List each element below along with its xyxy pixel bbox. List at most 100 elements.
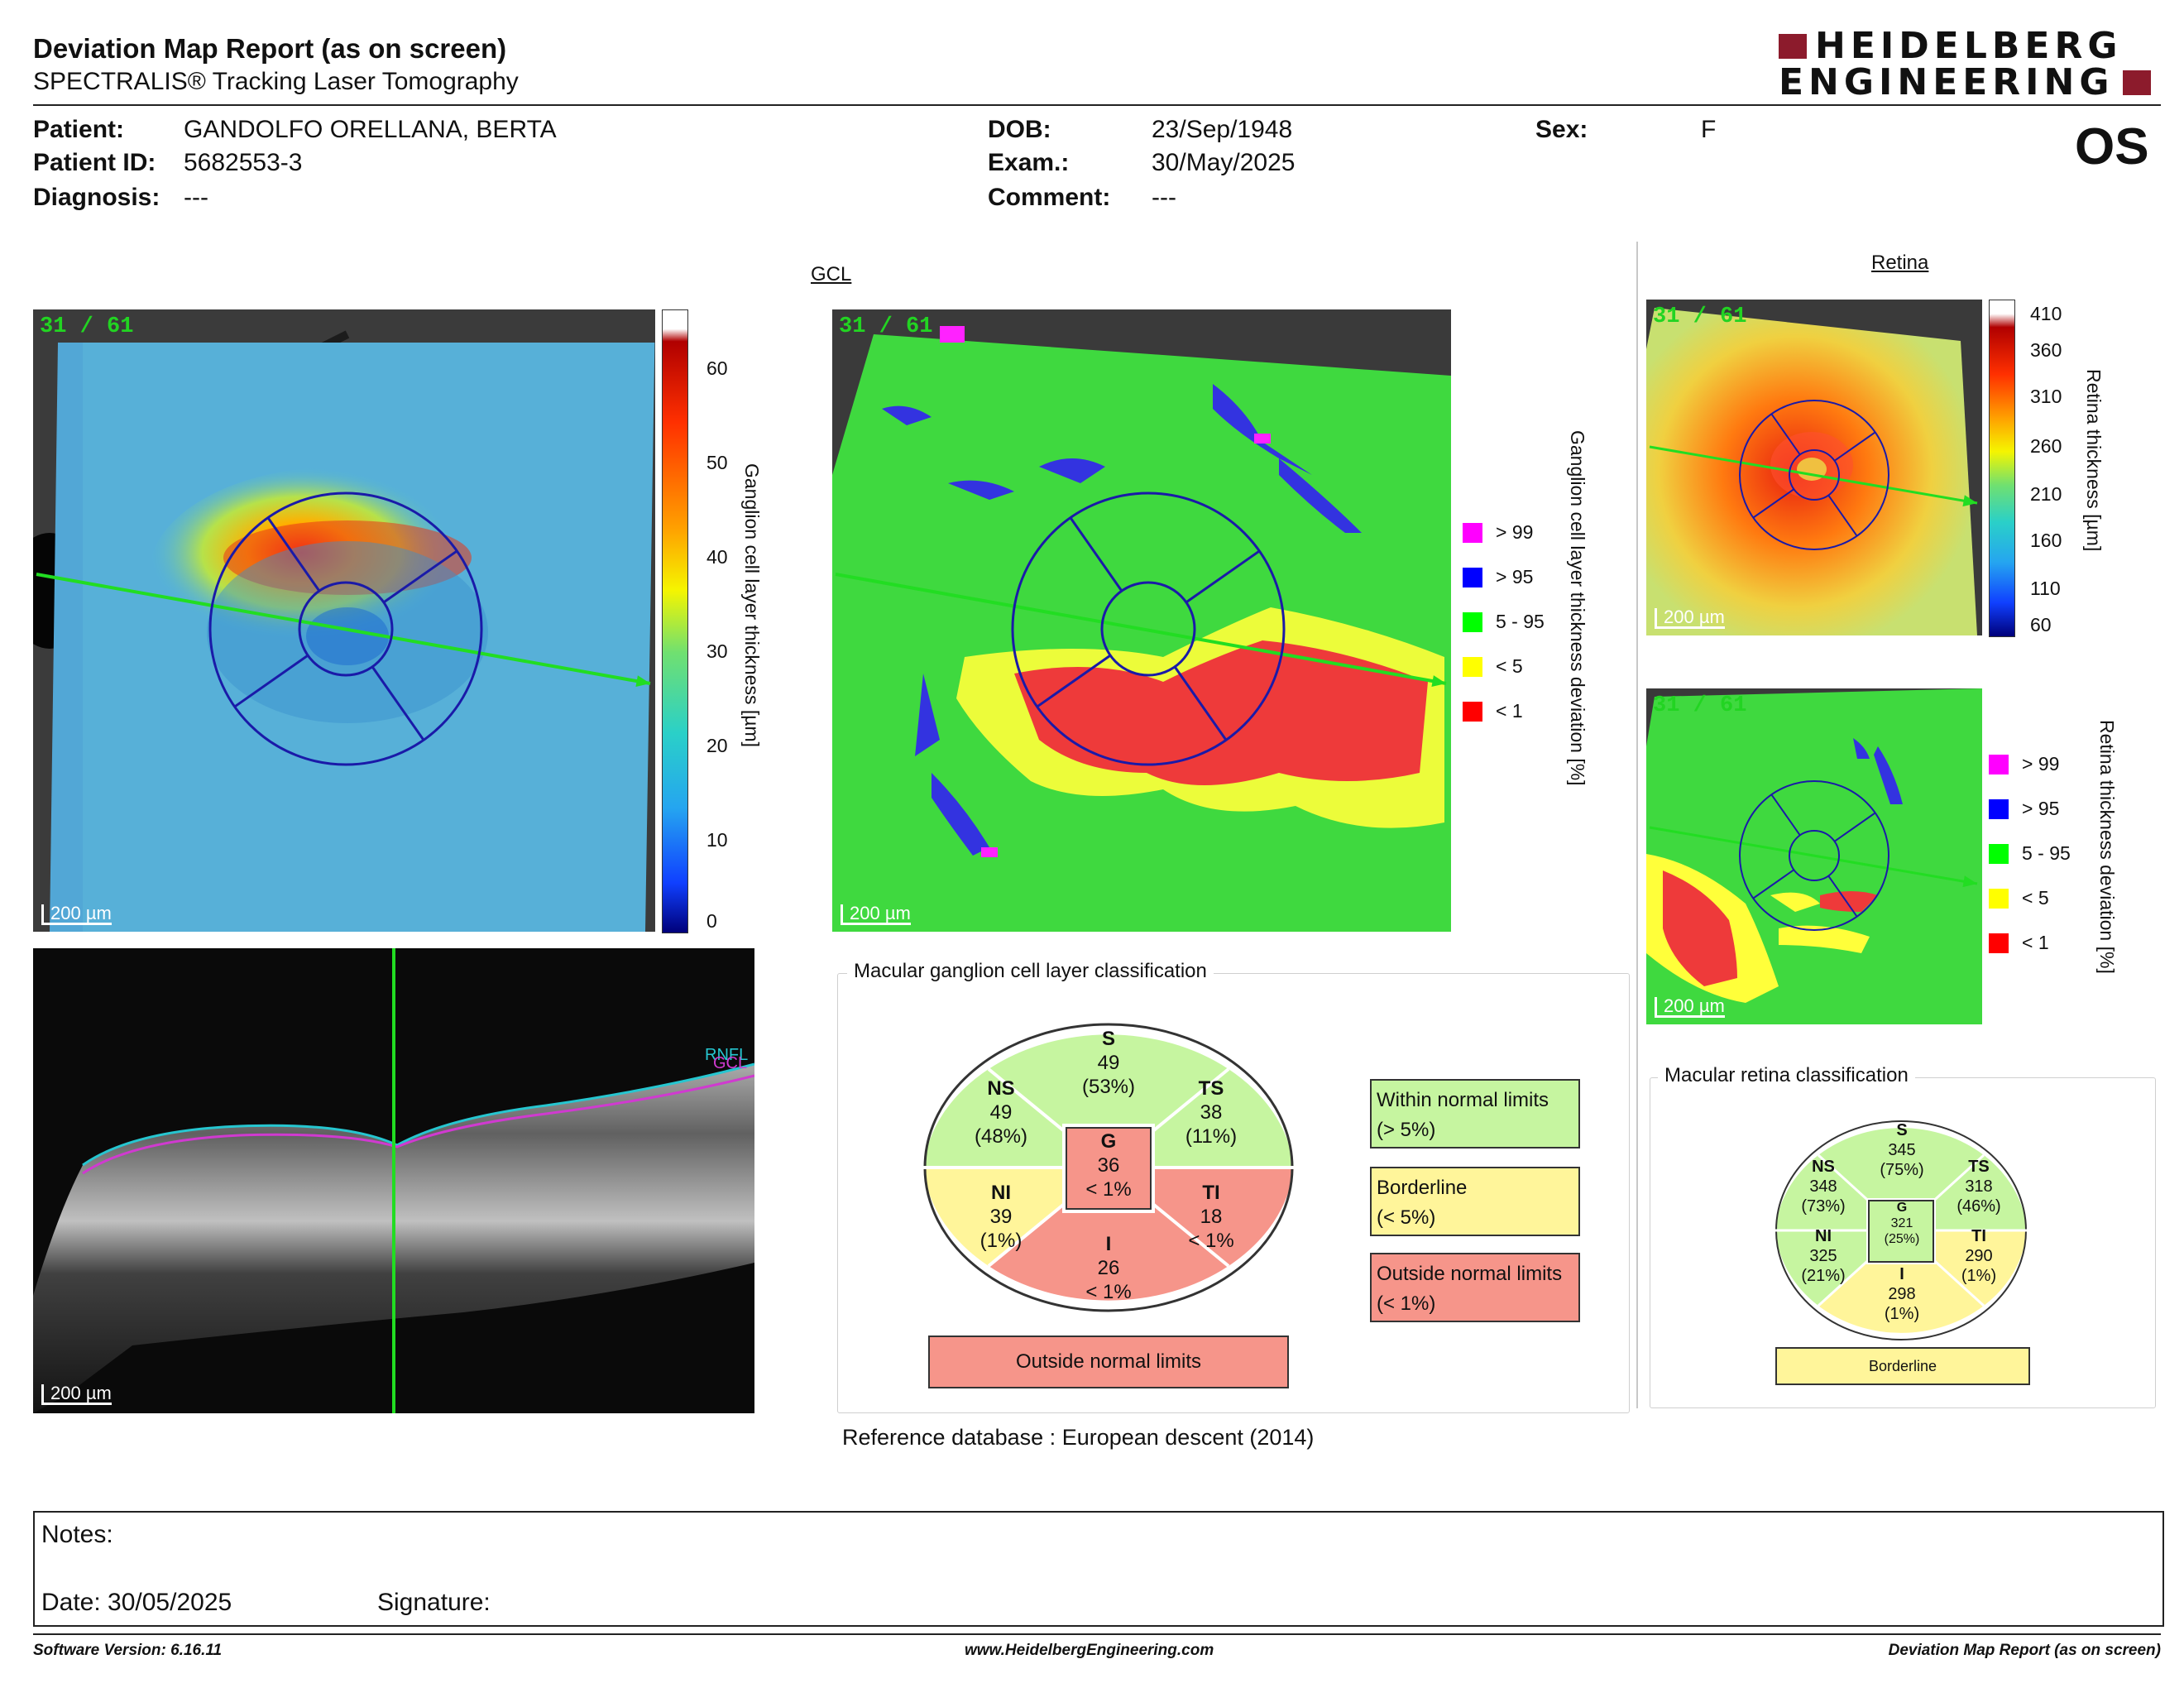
gcl-sector-g: G 36 < 1% [1067,1130,1150,1201]
footer-software-version: Software Version: 6.16.11 [33,1642,223,1659]
retina-sector-ns-name: NS [1812,1158,1835,1176]
retina-sector-ns-value: 348 [1809,1177,1837,1196]
bscan-rnfl-label: RNFL [705,1046,749,1064]
legend-borderline-range: (< 5%) [1377,1206,1436,1229]
header-divider [33,104,2161,106]
gcl-thickness-map: 31 / 61 200 µm [33,309,655,932]
bscan-gcl-label: GCL [713,1054,748,1072]
gcl-deviation-scale-bar: 200 µm [841,904,911,925]
gcl-thickness-axis-label: Ganglion cell layer thickness [µm] [741,463,763,748]
brand-square-icon [1779,34,1807,59]
patient-name-label: Patient: [33,116,125,143]
retina-sector-ti: TI 290 (1%) [1946,1226,2012,1286]
dob-value: 23/Sep/1948 [1152,116,1293,143]
legend-swatch-magenta [1989,754,2009,774]
retina-thickness-colorbar [1989,300,2015,637]
gcl-sector-i-pct: < 1% [1085,1280,1132,1303]
retina-sector-ts-value: 318 [1965,1177,1993,1196]
retina-sector-i-name: I [1899,1265,1904,1283]
retina-legend-label: < 1 [2022,932,2049,953]
gcl-scale-bar: 200 µm [41,904,112,925]
patient-name: GANDOLFO ORELLANA, BERTA [184,116,557,143]
gcl-sector-i: I 26 < 1% [1067,1233,1150,1304]
section-divider [1636,242,1638,1408]
brand-line-2: ENGINEERING [1779,61,2115,103]
retina-sector-ti-value: 290 [1965,1247,1993,1265]
retina-sector-ti-name: TI [1971,1227,1986,1245]
exam-label: Exam.: [988,149,1070,176]
retina-sector-i-pct: (1%) [1884,1305,1920,1323]
retina-sector-g-name: G [1896,1201,1908,1215]
diagnosis-value: --- [184,184,208,211]
retina-legend-item: 5 - 95 [1989,842,2071,865]
legend-within-normal-range: (> 5%) [1377,1119,1436,1141]
retina-legend-label: < 5 [2022,887,2049,909]
legend-outside-normal-label: Outside normal limits [1377,1263,1563,1285]
retina-colorbar-tick: 60 [2030,614,2052,635]
gcl-colorbar-tick: 30 [706,640,728,662]
gcl-sector-g-pct: < 1% [1085,1177,1132,1201]
gcl-legend-label: < 5 [1496,655,1523,677]
gcl-sector-ns-name: NS [987,1077,1015,1100]
sex-label: Sex: [1535,116,1588,143]
retina-thickness-map: 31 / 61 200 µm [1646,300,1982,635]
reference-database-label: Reference database [842,1425,1044,1450]
gcl-colorbar-tick: 60 [706,357,728,379]
gcl-deviation-map: 31 / 61 200 µm [832,309,1451,932]
legend-within-normal: Within normal limits (> 5%) [1370,1079,1580,1149]
gcl-sector-ni: NI 39 (1%) [960,1182,1042,1253]
report-subtitle: SPECTRALIS® Tracking Laser Tomography [33,68,519,95]
retina-classification-title: Macular retina classification [1658,1064,1915,1087]
retina-sector-ni: NI 325 (21%) [1790,1226,1856,1286]
gcl-sector-ti-pct: < 1% [1188,1229,1234,1252]
retina-deviation-map: 31 / 61 200 µm [1646,688,1982,1024]
footer-website[interactable]: www.HeidelbergEngineering.com [965,1642,1214,1659]
retina-legend-label: > 95 [2022,798,2060,819]
gcl-sector-s: S 49 (53%) [1067,1028,1150,1099]
brand-square-icon [2122,70,2151,95]
legend-outside-normal: Outside normal limits (< 1%) [1370,1253,1580,1322]
gcl-sector-ni-pct: (1%) [979,1229,1023,1252]
retina-colorbar-tick: 360 [2030,339,2062,361]
retina-colorbar-tick: 160 [2030,530,2062,551]
gcl-deviation-axis-label: Ganglion cell layer thickness deviation … [1567,430,1588,786]
comment-label: Comment: [988,184,1111,211]
dob-label: DOB: [988,116,1051,143]
gcl-sector-ns-pct: (48%) [974,1125,1028,1148]
gcl-colorbar-tick: 10 [706,829,728,851]
retina-colorbar-tick: 260 [2030,435,2062,457]
retina-sector-ns-pct: (73%) [1801,1197,1846,1216]
gcl-sector-ts: TS 38 (11%) [1170,1077,1252,1149]
retina-colorbar-tick: 310 [2030,386,2062,407]
gcl-deviation-slice-indicator: 31 / 61 [839,314,933,339]
diagnosis-label: Diagnosis: [33,184,160,211]
retina-deviation-axis-label: Retina thickness deviation [%] [2096,720,2118,974]
retina-sector-s-name: S [1896,1121,1908,1139]
legend-borderline: Borderline (< 5%) [1370,1167,1580,1236]
legend-within-normal-label: Within normal limits [1377,1089,1549,1111]
bscan-position-line[interactable] [392,948,395,1413]
gcl-legend-label: > 99 [1496,521,1534,543]
retina-sector-s: S 345 (75%) [1873,1120,1931,1180]
legend-swatch-green [1989,843,2009,864]
report-title: Deviation Map Report (as on screen) [33,33,507,64]
gcl-colorbar-tick: 20 [706,735,728,756]
retina-sector-ni-value: 325 [1809,1247,1837,1265]
retina-sector-s-pct: (75%) [1880,1161,1924,1179]
gcl-legend-item: < 5 [1463,655,1523,678]
retina-sector-g: G 321 (25%) [1873,1200,1931,1248]
gcl-legend-item: 5 - 95 [1463,611,1545,633]
retina-legend-label: 5 - 95 [2022,842,2071,864]
gcl-sector-ns-value: 49 [989,1101,1013,1124]
reference-database-value: European descent (2014) [1061,1425,1315,1450]
notes-box[interactable]: Notes: Date: 30/05/2025 Signature: [33,1511,2164,1627]
legend-swatch-yellow [1463,656,1482,677]
footer-divider [33,1633,2161,1635]
retina-deviation-slice-indicator: 31 / 61 [1653,693,1747,718]
retina-sector-chart [1775,1120,2027,1340]
gcl-classification-title: Macular ganglion cell layer classificati… [847,960,1214,983]
gcl-legend-item: > 99 [1463,521,1533,544]
patient-id: 5682553-3 [184,149,303,176]
retina-sector-i-value: 298 [1888,1285,1916,1303]
sex-value: F [1701,116,1717,143]
